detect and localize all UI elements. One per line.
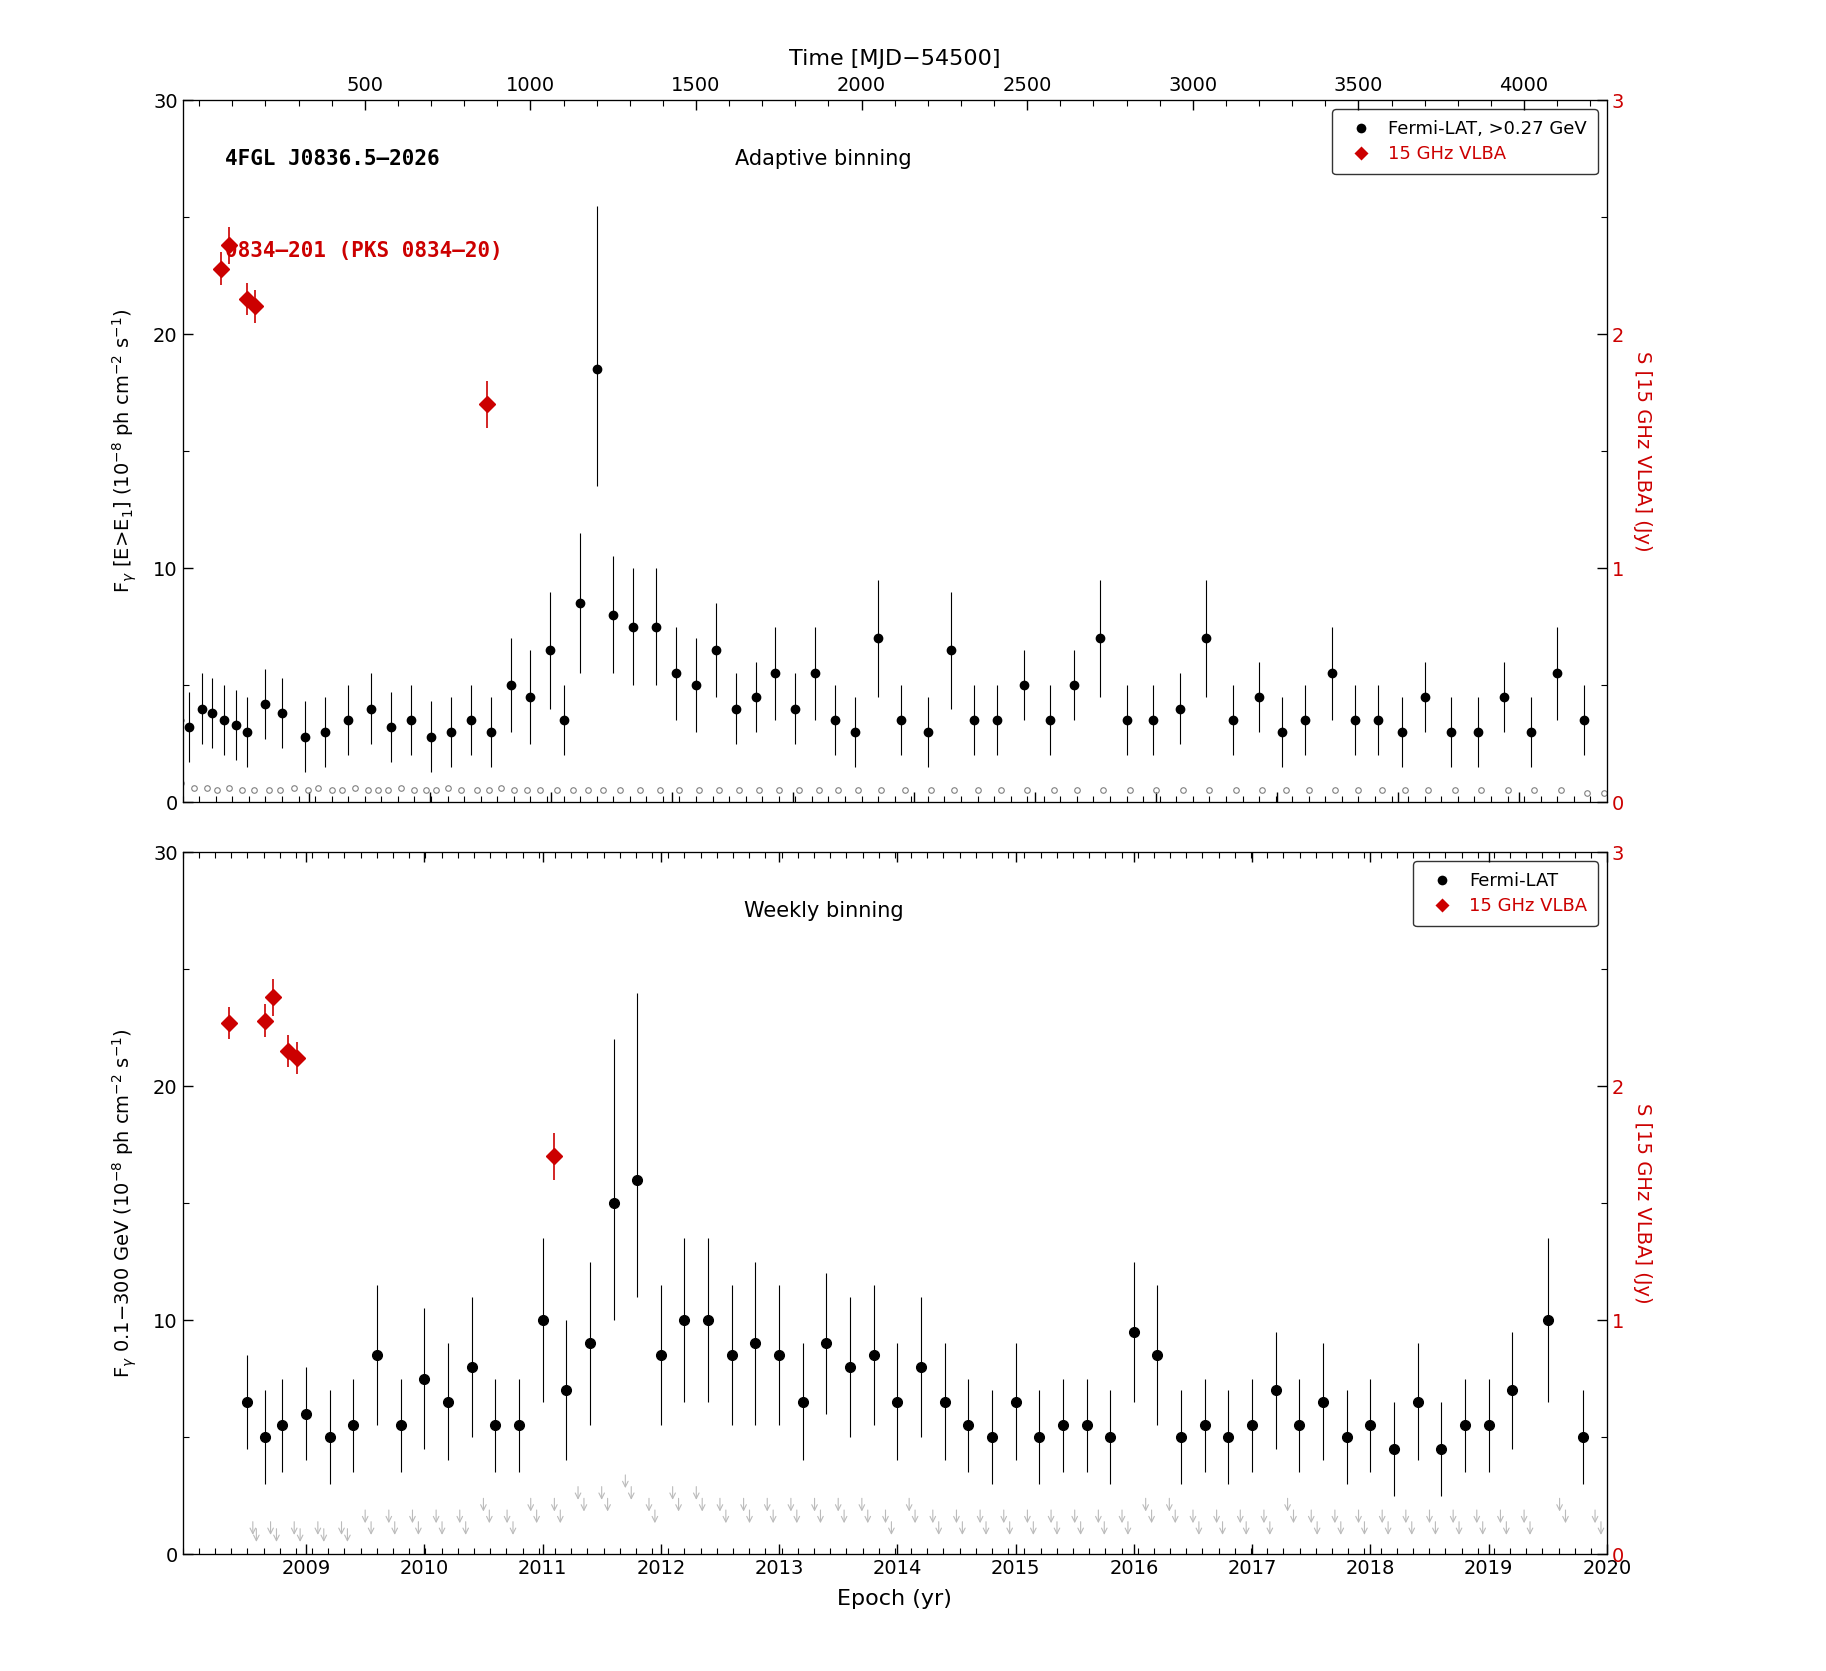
Legend: Fermi-LAT, >0.27 GeV, 15 GHz VLBA: Fermi-LAT, >0.27 GeV, 15 GHz VLBA — [1333, 109, 1598, 174]
Y-axis label: F$_\gamma$ 0.1$-$300 GeV (10$^{-8}$ ph cm$^{-2}$ s$^{-1}$): F$_\gamma$ 0.1$-$300 GeV (10$^{-8}$ ph c… — [111, 1028, 139, 1379]
Y-axis label: F$_\gamma$ [E>E$_1$] (10$^{-8}$ ph cm$^{-2}$ s$^{-1}$): F$_\gamma$ [E>E$_1$] (10$^{-8}$ ph cm$^{… — [111, 309, 139, 593]
Text: Adaptive binning: Adaptive binning — [736, 149, 911, 169]
Text: 0834–201 (PKS 0834–20): 0834–201 (PKS 0834–20) — [225, 241, 504, 261]
Y-axis label: S [15 GHz VLBA] (Jy): S [15 GHz VLBA] (Jy) — [1632, 351, 1653, 551]
Text: 4FGL J0836.5–2026: 4FGL J0836.5–2026 — [225, 149, 440, 169]
Legend: Fermi-LAT, 15 GHz VLBA: Fermi-LAT, 15 GHz VLBA — [1413, 861, 1598, 926]
X-axis label: Time [MJD−54500]: Time [MJD−54500] — [789, 48, 1001, 69]
Text: Weekly binning: Weekly binning — [743, 901, 904, 921]
X-axis label: Epoch (yr): Epoch (yr) — [838, 1589, 951, 1609]
Y-axis label: S [15 GHz VLBA] (Jy): S [15 GHz VLBA] (Jy) — [1632, 1103, 1653, 1303]
